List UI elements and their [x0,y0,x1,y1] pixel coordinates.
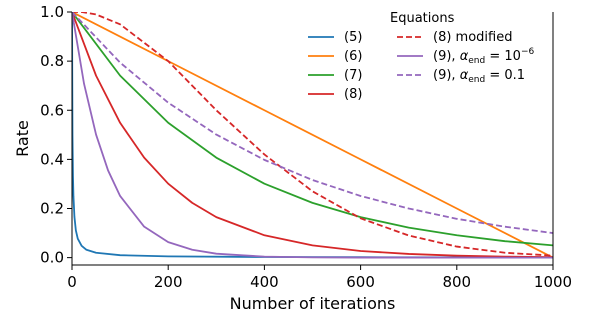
y-tick-label: 0.8 [40,52,64,70]
legend-title: Equations [390,11,455,26]
series-line-5 [72,12,553,259]
series-line-2 [72,12,553,247]
legend-label: (8) modified [433,30,512,45]
y-tick-label: 0.6 [40,101,64,119]
legend-label: (7) [344,68,362,83]
legend-label: (9), αend = 10−6 [433,47,534,66]
x-tick-label: 200 [154,273,183,291]
y-tick-label: 0.2 [40,200,64,218]
x-tick-label: 600 [346,273,375,291]
legend-label: (9), αend = 0.1 [433,68,525,85]
legend: Equations (5) (6) (7) (8) (8) modified (9), αe… [308,11,534,102]
legend-label: (8) [344,87,362,102]
x-tick-label: 1000 [534,273,572,291]
legend-item: (8) modified [397,30,512,45]
y-tick-label: 0.4 [40,150,64,168]
y-axis-label: Rate [13,120,32,157]
legend-label: (6) [344,49,362,64]
x-tick-label: 400 [250,273,279,291]
legend-item: (9), αend = 0.1 [397,68,525,85]
legend-item: (5) [308,30,362,45]
x-tick-label: 800 [442,273,471,291]
legend-item: (6) [308,49,362,64]
x-axis-label: Number of iterations [230,294,396,313]
y-tick-label: 0.0 [40,249,64,267]
series-line-3 [72,12,553,259]
legend-label: (5) [344,30,362,45]
legend-item: (9), αend = 10−6 [397,47,534,66]
series-layer [72,12,553,259]
legend-item: (7) [308,68,362,83]
legend-item: (8) [308,87,362,102]
y-tick-label: 1.0 [40,3,64,21]
series-line-4 [72,12,553,257]
x-tick-label: 0 [67,273,77,291]
series-line-6 [72,12,553,234]
axes-layer: 0 200 400 600 800 1000 0.0 0.2 0.4 0.6 0.8 1.0 [40,3,572,291]
series-line-1 [72,12,553,259]
